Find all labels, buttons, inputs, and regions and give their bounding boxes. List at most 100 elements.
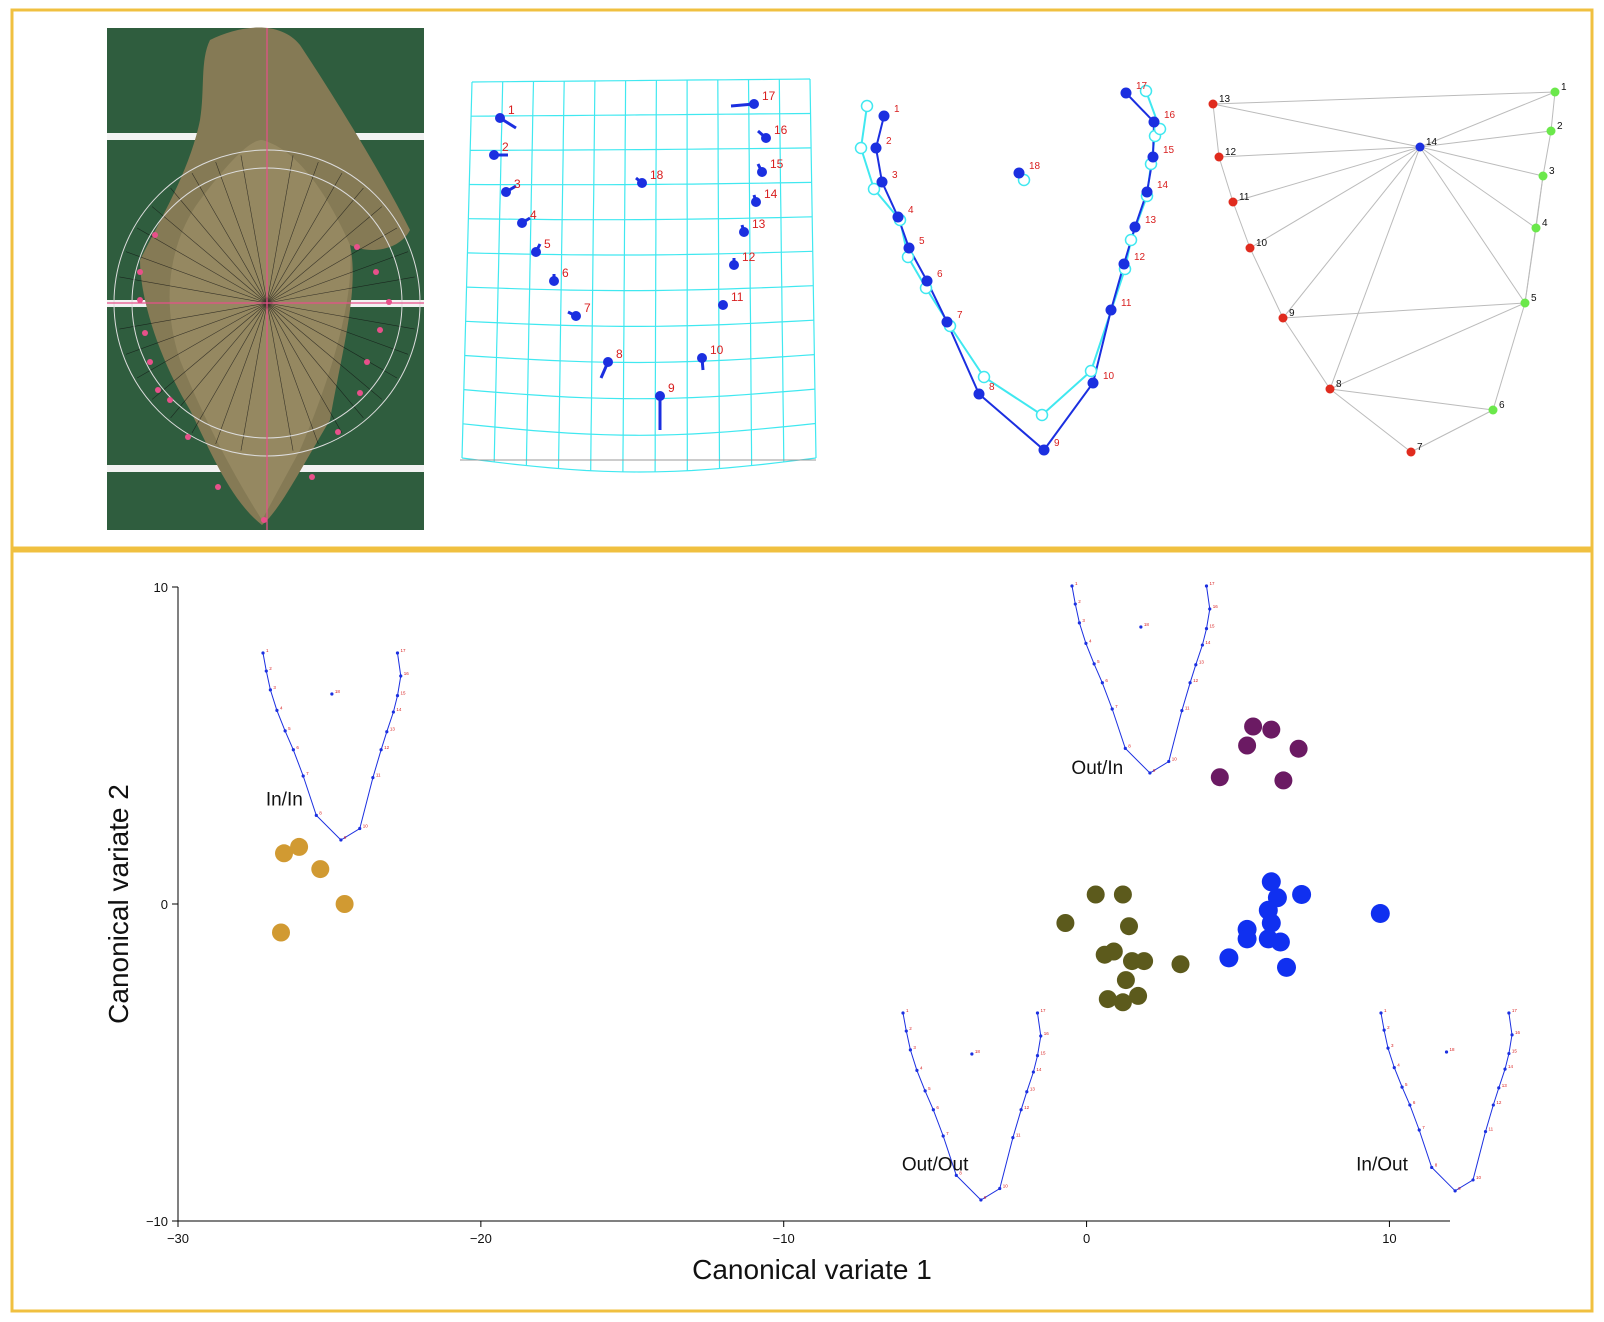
inset-label: 7 — [306, 771, 309, 776]
inset-label: 11 — [376, 773, 381, 778]
landmark-dot — [749, 99, 759, 109]
mesh-edge — [1419, 146, 1526, 304]
inset-landmark — [1070, 584, 1074, 588]
radial-line — [240, 302, 268, 451]
landmark-label: 3 — [514, 177, 521, 191]
grid-horizontal-line — [461, 457, 817, 473]
data-point — [1135, 952, 1154, 971]
wireframe-label: 8 — [989, 382, 995, 393]
inset-landmark — [1035, 1011, 1040, 1015]
inset-landmark — [1497, 1086, 1501, 1090]
wireframe-label: 1 — [894, 104, 900, 115]
inset-label: 4 — [1089, 638, 1092, 643]
mesh-label: 8 — [1336, 379, 1342, 390]
landmark-label: 7 — [584, 301, 591, 315]
radial-line — [266, 276, 415, 304]
x-ticks: −30 −20 −10 0 10 — [167, 1221, 1397, 1246]
top-panel-frame — [10, 8, 1594, 550]
inset-label: 15 — [1512, 1049, 1518, 1054]
radial-line — [125, 302, 268, 355]
x-tick-label: 10 — [1382, 1231, 1396, 1246]
mesh-edge — [1419, 130, 1552, 148]
target-landmark — [876, 176, 888, 188]
mesh-edge — [1282, 146, 1421, 319]
data-point — [1237, 929, 1257, 949]
outline-dot — [357, 390, 363, 396]
inset-landmark — [904, 1029, 908, 1033]
data-point — [290, 837, 309, 856]
radial-line — [266, 155, 294, 304]
mesh-edge — [1218, 146, 1421, 158]
mesh-label: 13 — [1219, 94, 1231, 105]
radial-line — [266, 302, 383, 400]
mesh-point — [1531, 223, 1541, 233]
inset-label: 1 — [1075, 581, 1078, 586]
mesh-edge — [1492, 302, 1526, 411]
landmark-label: 14 — [764, 187, 778, 201]
mesh-point — [1415, 142, 1425, 152]
inset-label: 1 — [266, 648, 269, 653]
inset-landmark — [908, 1048, 912, 1052]
inset-label: 12 — [1496, 1100, 1502, 1105]
outline-dot — [185, 434, 191, 440]
target-landmark — [1141, 186, 1153, 198]
grid-vertical-line — [557, 81, 565, 469]
radial-line — [266, 302, 415, 330]
mesh-label: 10 — [1256, 238, 1268, 249]
outline-dot — [137, 297, 143, 303]
inset-landmark — [1382, 1028, 1386, 1032]
grid-vertical-line — [461, 81, 473, 459]
inset-label: 5 — [1405, 1082, 1408, 1087]
inset-label: 17 — [1512, 1008, 1518, 1013]
inset-landmark — [1507, 1011, 1511, 1015]
radial-line — [151, 206, 268, 304]
landmark-label: 8 — [616, 347, 623, 361]
inset-landmark — [1483, 1129, 1488, 1134]
inset-landmark — [1510, 1033, 1514, 1037]
grid-horizontal-line — [464, 354, 815, 364]
inset-landmark — [979, 1198, 983, 1202]
outline-dot — [261, 517, 267, 523]
landmark-dot — [549, 276, 559, 286]
radial-line — [266, 302, 294, 451]
inset-label: 6 — [296, 745, 299, 750]
inset-label: 2 — [909, 1026, 912, 1031]
inset-label: 16 — [1213, 604, 1219, 609]
x-tick-label: −20 — [470, 1231, 492, 1246]
radial-line — [266, 172, 343, 304]
target-landmark — [1147, 151, 1159, 163]
inset-landmark — [1031, 1070, 1035, 1074]
inset-label: 7 — [1422, 1125, 1425, 1130]
mesh-label: 3 — [1549, 166, 1555, 177]
mesh-edge — [1550, 91, 1556, 132]
inset-label: 7 — [946, 1131, 949, 1136]
target-landmark — [878, 110, 890, 122]
radial-line — [119, 276, 268, 304]
mesh-edge — [1329, 146, 1421, 390]
target-landmark — [870, 142, 882, 154]
inset-label: 18 — [975, 1049, 981, 1054]
reference-landmark — [977, 370, 991, 384]
inset-landmark — [1208, 607, 1212, 611]
landmark-dot — [517, 218, 527, 228]
inset-landmark — [1180, 709, 1184, 713]
landmark-dot — [603, 357, 613, 367]
radial-line — [266, 206, 383, 304]
inset-landmark — [1392, 1066, 1396, 1070]
inset-landmark — [1471, 1178, 1475, 1182]
mesh-point — [1208, 99, 1218, 109]
inset-landmark — [391, 710, 395, 714]
target-landmark — [1148, 116, 1160, 128]
landmark-label: 1 — [508, 103, 515, 117]
landmark-label: 15 — [770, 157, 784, 171]
inset-landmark — [1491, 1103, 1495, 1107]
landmark-label: 11 — [731, 290, 744, 304]
mesh-label: 12 — [1225, 147, 1237, 158]
data-point — [1289, 739, 1308, 758]
inset-landmark — [915, 1068, 919, 1072]
outline-dot — [354, 244, 360, 250]
inset-label: 8 — [1128, 743, 1131, 748]
